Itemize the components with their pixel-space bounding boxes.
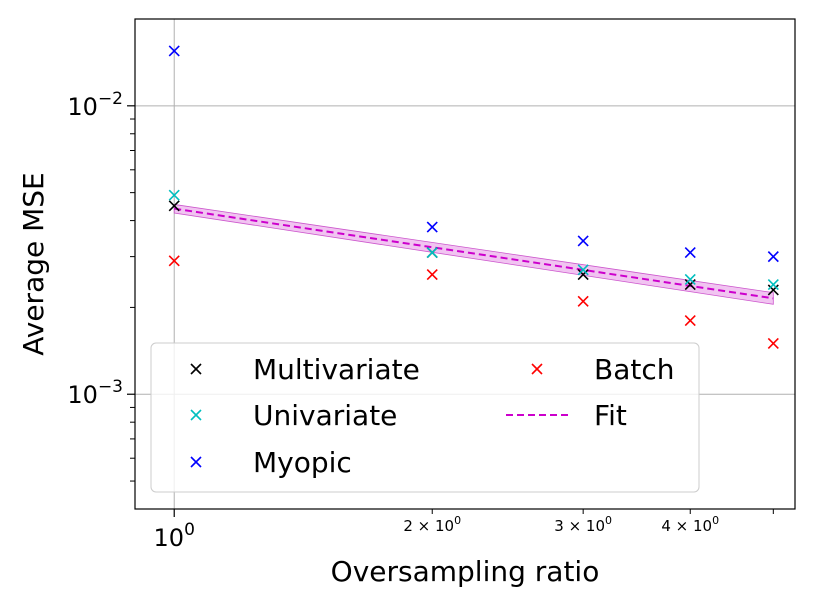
y-axis-label: Average MSE	[17, 172, 50, 356]
y-tick-label: 10−3	[67, 377, 123, 409]
y-tick-label: 10−2	[67, 89, 123, 121]
legend-label: Fit	[594, 399, 627, 432]
marker-stroke	[767, 279, 779, 291]
univariate-point	[577, 264, 589, 276]
legend-marker	[531, 363, 543, 375]
legend-label: Multivariate	[253, 353, 420, 386]
legend-entry-univariate: Univariate	[190, 399, 397, 432]
legend-label: Batch	[594, 353, 675, 386]
marker-stroke	[168, 45, 180, 57]
marker-stroke	[577, 295, 589, 307]
marker-stroke	[767, 337, 779, 350]
marker-stroke	[767, 251, 779, 263]
univariate-point	[684, 273, 696, 286]
marker-stroke	[684, 246, 696, 259]
x-tick-label: 2 × 100	[403, 514, 461, 535]
x-tick-label: 4 × 100	[661, 514, 719, 535]
legend-marker	[190, 363, 202, 375]
legend-entry-fit: Fit	[506, 399, 627, 432]
plot-frame	[134, 18, 796, 510]
legend-entry-myopic: Myopic	[190, 446, 352, 479]
marker-stroke	[426, 221, 438, 233]
fit-line	[174, 207, 774, 300]
marker-stroke	[426, 268, 438, 281]
x-axis-label: Oversampling ratio	[331, 555, 600, 588]
batch-point	[577, 295, 589, 307]
batch-point	[684, 315, 696, 327]
marker-stroke	[190, 409, 202, 421]
legend-entry-multivariate: Multivariate	[190, 353, 420, 386]
batch-point	[426, 268, 438, 281]
marker-stroke	[684, 315, 696, 327]
batch-point	[767, 337, 779, 350]
marker-stroke	[684, 273, 696, 286]
marker-stroke	[168, 200, 180, 212]
myopic-point	[426, 221, 438, 233]
x-tick-label: 3 × 100	[554, 514, 612, 535]
multivariate-point	[577, 268, 589, 281]
legend-box	[150, 342, 700, 493]
marker-stroke	[577, 235, 589, 247]
data-points	[168, 45, 779, 350]
myopic-point	[168, 45, 180, 57]
univariate-point	[767, 279, 779, 291]
legend-marker	[190, 409, 202, 421]
myopic-point	[684, 246, 696, 259]
marker-stroke	[531, 363, 543, 375]
marker-stroke	[190, 456, 202, 468]
multivariate-point	[168, 200, 180, 212]
marker-stroke	[190, 363, 202, 375]
multivariate-point	[684, 279, 696, 291]
marker-stroke	[767, 284, 779, 296]
legend-label: Myopic	[253, 446, 352, 479]
axis-ticks: 100 2 × 100 3 × 100 4 × 100 10−2 10−3	[67, 89, 774, 552]
x-tick-label: 100	[154, 520, 195, 552]
marker-stroke	[168, 189, 180, 201]
fit-band-layer	[173, 203, 774, 305]
univariate-point	[426, 246, 438, 259]
legend-entry-batch: Batch	[531, 353, 675, 386]
batch-point	[168, 255, 180, 267]
marker-stroke	[577, 264, 589, 276]
marker-stroke	[577, 268, 589, 281]
legend-label: Univariate	[253, 399, 397, 432]
marker-stroke	[426, 246, 438, 259]
marker-stroke	[168, 255, 180, 267]
univariate-point	[168, 189, 180, 201]
legend: Multivariate Univariate Myopic Batch Fit	[150, 342, 700, 493]
myopic-point	[577, 235, 589, 247]
marker-stroke	[684, 279, 696, 291]
myopic-point	[767, 251, 779, 263]
multivariate-point	[767, 284, 779, 296]
legend-marker	[190, 456, 202, 468]
